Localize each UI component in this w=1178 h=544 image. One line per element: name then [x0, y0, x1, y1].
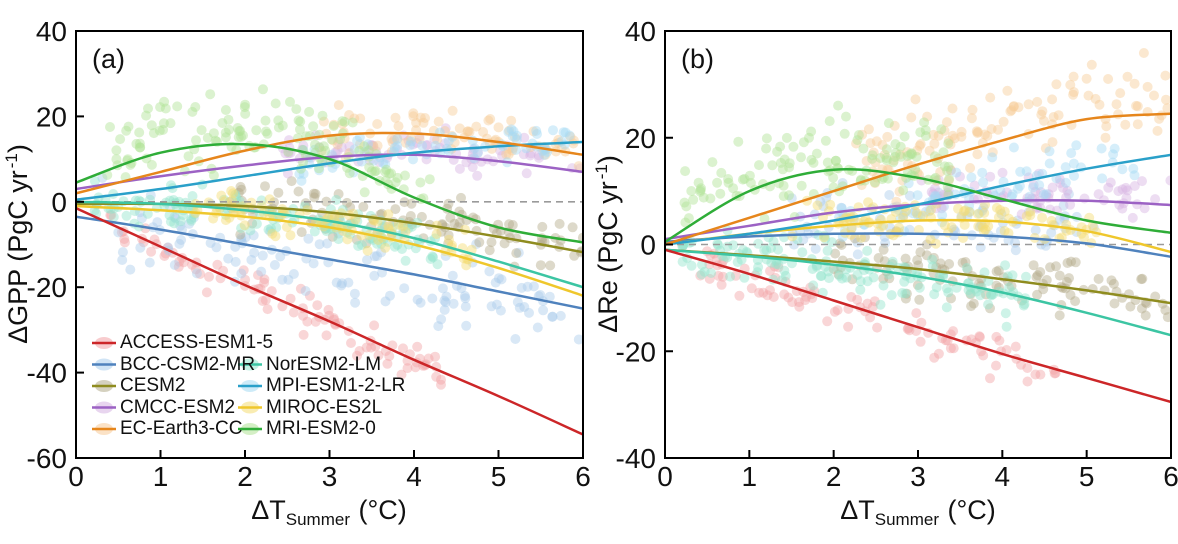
- legend-label-mpi-esm1-2-lr: MPI-ESM1-2-LR: [266, 375, 406, 396]
- panel-a-scatter-ec-earth3-cc: [316, 100, 582, 172]
- panel-a-label: (a): [92, 44, 125, 74]
- x-axis-label-b-text: ΔT: [840, 495, 875, 525]
- panel-a-x-tick-label: 5: [491, 461, 507, 492]
- y-axis-label-a: ΔGPP (PgC yr-1): [2, 34, 34, 454]
- panel-b-fit-line-mpi-esm1-2-lr: [666, 153, 1170, 246]
- x-axis-label-a: ΔTSummer (°C): [159, 495, 499, 530]
- panel-a-fit-line-bcc-csm2-mr: [77, 215, 582, 310]
- legend-label-miroc-es2l: MIROC-ES2L: [266, 396, 383, 418]
- panel-a-plot-area: [77, 84, 582, 436]
- y-axis-label-b: ΔRe (PgC yr-1): [592, 34, 624, 454]
- legend-label-cesm2: CESM2: [120, 375, 186, 396]
- panel-a-x-tick-label: 6: [575, 461, 591, 492]
- panel-a-fit-line-miroc-es2l: [77, 204, 582, 297]
- panel-a-y-tick-label: 20: [36, 101, 67, 132]
- panel-a-y-tick-label: -60: [27, 443, 67, 474]
- panel-b-x-tick-label: 0: [657, 461, 673, 492]
- legend-label-ec-earth3-cc: EC-Earth3-CC: [120, 418, 243, 439]
- legend-marker-bcc-csm2-mr: [92, 358, 116, 371]
- panel-b-plot-area: [666, 48, 1170, 404]
- panel-b-scatter-ec-earth3-cc: [851, 48, 1170, 207]
- legend-label-access-esm1-5: ACCESS-ESM1-5: [120, 332, 274, 353]
- legend-marker-mpi-esm1-2-lr: [238, 380, 262, 392]
- legend-marker-noresm2-lm: [238, 358, 262, 371]
- panel-b-fit-line-ec-earth3-cc: [666, 112, 1170, 246]
- panel-a-x-tick-label: 2: [237, 461, 253, 492]
- x-axis-label-a-text: ΔT: [251, 495, 286, 525]
- panel-b-fit-line-mri-esm2-0: [666, 168, 1170, 243]
- legend-marker-access-esm1-5: [92, 337, 116, 349]
- y-axis-label-a-sup: -1: [2, 153, 21, 169]
- panel-b-y-tick-label: 0: [640, 230, 656, 261]
- panel-a-fit-line-noresm2-lm: [77, 200, 582, 289]
- panel-a-y-tick-label: -20: [27, 272, 67, 303]
- panel-a-y-tick-label: 40: [36, 16, 67, 47]
- x-axis-label-a-sub: Summer: [285, 510, 350, 530]
- panel-b-x-tick-label: 3: [910, 461, 926, 492]
- panel-b-fit-line-bcc-csm2-mr: [666, 232, 1170, 258]
- panel-b-y-tick-label: -20: [616, 336, 656, 367]
- x-axis-label-b: ΔTSummer (°C): [748, 495, 1088, 530]
- panel-b-y-tick-label: -40: [616, 443, 656, 474]
- y-axis-label-b-close: ): [593, 155, 623, 165]
- y-axis-label-b-sup: -1: [592, 164, 611, 180]
- panel-b-scatter-access-esm1-5: [695, 246, 1061, 387]
- panel-a-x-tick-label: 0: [68, 461, 84, 492]
- legend-label-bcc-csm2-mr: BCC-CSM2-MR: [120, 353, 256, 375]
- panel-a-x-tick-label: 3: [322, 461, 338, 492]
- panel-a-fit-line-mri-esm2-0: [77, 142, 582, 244]
- panel-b-fit-line-access-esm1-5: [666, 248, 1170, 404]
- x-axis-label-a-unit: (°C): [350, 495, 407, 525]
- y-axis-label-a-text: ΔGPP (PgC yr: [3, 170, 33, 344]
- x-axis-label-b-sub: Summer: [874, 510, 939, 530]
- panel-b-y-tick-label: 40: [625, 16, 656, 47]
- panel-b-label: (b): [681, 44, 714, 74]
- panel-a-scatter-bcc-csm2-mr: [97, 172, 582, 345]
- legend-marker-mri-esm2-0: [238, 423, 262, 435]
- panel-a-y-tick-label: -40: [27, 358, 67, 389]
- legend-marker-cmcc-esm2: [92, 401, 116, 414]
- legend-label-cmcc-esm2: CMCC-ESM2: [120, 396, 236, 418]
- legend-marker-miroc-es2l: [238, 401, 262, 414]
- legend-label-mri-esm2-0: MRI-ESM2-0: [266, 418, 376, 439]
- y-axis-label-b-text: ΔRe (PgC yr: [593, 181, 623, 333]
- panel-b-fit-line-noresm2-lm: [666, 248, 1170, 337]
- panel-a-fit-line-ec-earth3-cc: [77, 131, 582, 195]
- legend-marker-cesm2: [92, 380, 116, 392]
- panel-b-x-tick-label: 5: [1079, 461, 1095, 492]
- panel-b-y-tick-label: 20: [625, 123, 656, 154]
- panel-b-x-tick-label: 1: [742, 461, 758, 492]
- panel-a-y-tick-label: 0: [51, 187, 67, 218]
- y-axis-label-a-close: ): [3, 144, 33, 154]
- panel-b-x-tick-label: 4: [995, 461, 1011, 492]
- panel-b-scatter-mri-esm2-0: [679, 100, 955, 228]
- panel-a-x-tick-label: 1: [153, 461, 169, 492]
- legend-label-noresm2-lm: NorESM2-LM: [266, 353, 382, 375]
- panel-a-fit-line-cmcc-esm2: [77, 153, 582, 191]
- panel-a-x-tick-label: 4: [406, 461, 422, 492]
- panel-b-x-tick-label: 2: [826, 461, 842, 492]
- panel-b-x-tick-label: 6: [1163, 461, 1178, 492]
- legend-marker-ec-earth3-cc: [92, 423, 116, 435]
- panel-a-fit-line-access-esm1-5: [77, 207, 582, 436]
- x-axis-label-b-unit: (°C): [939, 495, 996, 525]
- panel-a-fit-line-mpi-esm1-2-lr: [77, 140, 582, 201]
